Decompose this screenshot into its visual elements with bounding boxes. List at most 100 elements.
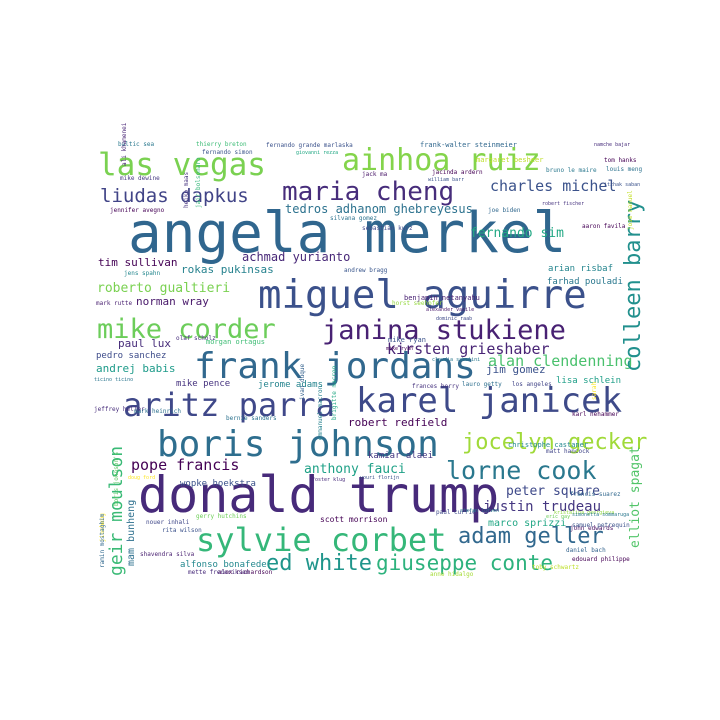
word: frances berry [412, 383, 459, 390]
word: claudia sabatini [432, 357, 480, 363]
word: sebastian kurz [362, 225, 413, 232]
word: toby schwartz [532, 564, 579, 571]
word: edouard philippe [572, 556, 630, 563]
word: gerry hutchins [196, 513, 247, 520]
word: jose manuel [627, 190, 634, 230]
word: olaf scholz [176, 335, 216, 342]
word: horst seehofer [392, 300, 443, 307]
word: arian risbaf [548, 264, 613, 274]
word: mark rutte [96, 300, 133, 307]
word: karl nehammer [572, 411, 619, 418]
word: frank-walter steinmeier [420, 141, 517, 149]
word: louis meng [606, 166, 643, 173]
word: lauro getty [462, 381, 502, 388]
word: emmanuel macron [317, 385, 324, 440]
word: tim sullivan [98, 256, 177, 269]
word: tom hanks [604, 157, 637, 164]
word: las vegas [98, 147, 266, 183]
word: alexander vasile [426, 307, 474, 313]
word: heiko maas [183, 171, 190, 208]
word: dominic raab [436, 316, 472, 322]
word: foster klug [312, 477, 345, 483]
word: los angeles [512, 381, 552, 388]
word: jair bolsonaro [195, 157, 202, 208]
word: jacinda ardern [432, 169, 483, 176]
word: roberto gualtieri [97, 281, 230, 296]
word: morgan ortagus [206, 338, 265, 346]
word: rita wilson [162, 527, 202, 534]
word: jinsheng [99, 513, 106, 542]
word: kristalina georgieva [554, 510, 614, 516]
word: margaret besheer [476, 156, 543, 164]
word: baltic sea [118, 141, 155, 148]
word: jennifer avegno [110, 207, 165, 214]
word: francis suarez [570, 491, 621, 498]
word: mark heinrich [134, 408, 181, 415]
word: silvana gomez [330, 215, 377, 222]
word: jerome adams [258, 380, 323, 390]
word: sylvie corbet [196, 521, 446, 559]
word: jens spahn [124, 270, 161, 277]
word: matt hancock [546, 448, 590, 455]
word: geir moulson [106, 446, 127, 576]
word: peter square [506, 484, 600, 499]
word: fernando grande marlaska [266, 142, 353, 149]
word: farhad pouladi [547, 277, 623, 287]
word: adam geller [458, 524, 604, 549]
word: ramin mostaghim [99, 513, 106, 568]
word: mike dewine [120, 175, 160, 182]
word: anne hidalgo [430, 571, 474, 578]
word: thierry breton [196, 141, 247, 148]
word: charles michel [490, 177, 616, 195]
word: john edwards [570, 525, 614, 532]
word: bernie sanders [226, 415, 277, 422]
word: frank jordans [194, 346, 476, 387]
word: sarah [591, 382, 598, 400]
word: elliot spagat [628, 446, 643, 548]
word: jocelyn gecker [462, 430, 647, 455]
word: robert redfield [348, 416, 447, 429]
word: stefan lofven [460, 508, 499, 514]
word: rokas pukinsas [181, 263, 274, 276]
word: andrew bragg [344, 267, 388, 274]
word: janina stukiene [322, 315, 566, 346]
word: lisa schlein [556, 376, 621, 386]
word: jeffrey heller [94, 406, 145, 413]
word: marco sprizzi [488, 518, 566, 529]
word: aaron favila [582, 223, 626, 230]
word: wopke hoekstra [180, 479, 256, 489]
word: ainhoa ruiz [342, 143, 541, 178]
word: giovanni rezza [296, 150, 338, 156]
word: doug ford [128, 475, 155, 481]
word: ticino ticino [94, 377, 133, 383]
word: pope francis [131, 456, 239, 474]
word: liudas dapkus [100, 185, 249, 207]
word: ali khamenei [121, 122, 128, 166]
word: maria cheng [282, 177, 454, 207]
word: paul currie [436, 509, 476, 516]
word: daniel bach [566, 547, 606, 554]
word: kirsten grieshaber [387, 340, 550, 358]
word: boris johnson's [113, 451, 120, 506]
word: mike ryan [386, 346, 413, 352]
word: alex richardson [218, 569, 273, 576]
word: tedros adhanom ghebreyesus [285, 202, 473, 216]
word: shavendra silva [140, 551, 195, 558]
word: bruno le maire [546, 167, 597, 174]
word: eric gay [546, 514, 570, 520]
word: christophe castaner [508, 441, 588, 449]
word: mike corder [97, 314, 276, 345]
word: fernando simon [202, 149, 253, 156]
word: youri florijn [360, 475, 399, 481]
word: giuseppe conte [376, 551, 553, 575]
word: jack ma [362, 171, 388, 178]
word: william barr [428, 177, 464, 183]
word: mike ryan [388, 336, 426, 344]
word: justin trudeau [483, 499, 601, 515]
word: achmad yurianto [242, 250, 350, 264]
word: paul lux [118, 337, 171, 350]
word: norman wray [136, 295, 209, 308]
word: pedro sanchez [96, 351, 166, 361]
word: nouer inhali [146, 519, 190, 526]
